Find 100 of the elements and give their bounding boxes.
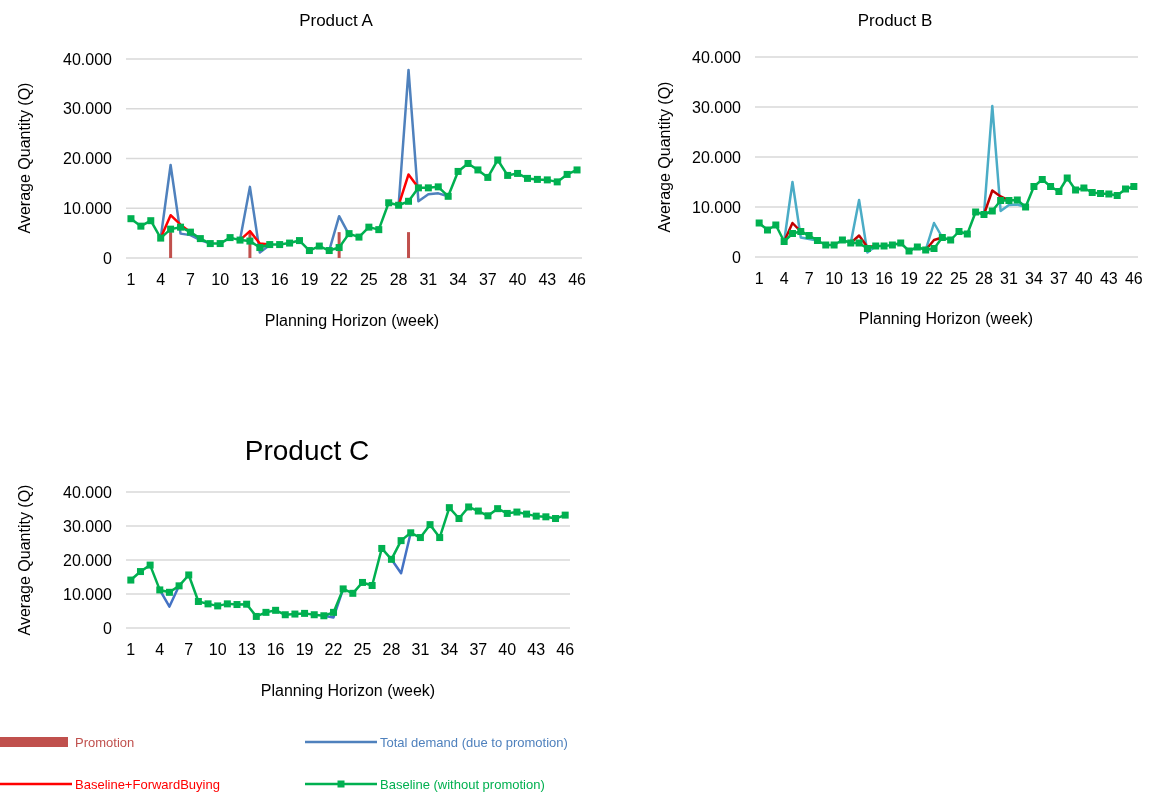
x-tick-label: 34 [440, 641, 459, 658]
point [167, 225, 175, 233]
x-tick-label: 40 [498, 641, 517, 658]
point [780, 238, 788, 245]
x-tick-label: 43 [527, 641, 546, 658]
point [484, 173, 492, 181]
x-tick-label: 13 [241, 271, 259, 288]
point [194, 597, 202, 605]
point [863, 245, 871, 252]
point [1088, 189, 1096, 196]
point [1055, 188, 1063, 195]
y-tick-label: 10.000 [63, 199, 113, 217]
point [405, 197, 413, 205]
x-tick-label: 1 [126, 641, 136, 658]
x-tick-label: 13 [850, 270, 869, 287]
x-tick-label: 25 [353, 641, 372, 658]
point [872, 242, 880, 250]
point [185, 571, 193, 579]
point [310, 611, 318, 619]
point [972, 208, 980, 216]
x-axis-title: Planning Horizon (week) [264, 312, 440, 329]
point [137, 222, 145, 230]
point [233, 601, 241, 609]
x-tick-label: 28 [382, 641, 401, 658]
y-axis-title: Average Quantity (Q) [15, 82, 33, 234]
point [426, 521, 434, 529]
point [523, 174, 531, 182]
point [543, 176, 551, 184]
point [1038, 176, 1046, 183]
point [236, 236, 244, 244]
point [913, 243, 921, 251]
point [175, 582, 183, 590]
point [514, 169, 522, 177]
point [177, 223, 185, 231]
point [905, 247, 913, 255]
point [484, 512, 492, 520]
text: Baseline (without promotion) [380, 776, 545, 792]
text: Promotion [75, 734, 135, 750]
text: Baseline+ForwardBuying [75, 776, 220, 792]
x-tick-label: 10 [211, 271, 230, 288]
point [1005, 197, 1013, 204]
point [503, 509, 511, 517]
x-tick-label: 16 [270, 271, 289, 288]
point [243, 600, 251, 608]
point [930, 245, 938, 252]
point [1080, 184, 1088, 192]
point [291, 610, 299, 618]
point [847, 239, 855, 247]
x-tick-label: 31 [419, 271, 438, 288]
y-axis-title: Average Quantity (Q) [655, 81, 673, 233]
x-tick-label: 25 [359, 271, 378, 288]
point [325, 247, 333, 255]
point [262, 608, 270, 616]
y-tick-label: 20.000 [63, 150, 113, 168]
x-tick-label: 34 [449, 271, 468, 288]
x-tick-label: 7 [184, 641, 194, 658]
point [1047, 183, 1055, 190]
point [246, 237, 254, 245]
point [763, 226, 771, 234]
x-tick-label: 1 [126, 271, 136, 288]
point [963, 230, 971, 238]
x-tick-label: 13 [237, 641, 256, 658]
point [276, 241, 284, 249]
point [186, 228, 194, 236]
point [305, 247, 313, 255]
point [988, 207, 996, 215]
point [1072, 186, 1080, 194]
point [223, 600, 231, 608]
point [513, 508, 521, 516]
point [165, 588, 173, 596]
point [395, 201, 403, 209]
x-axis-title: Planning Horizon (week) [858, 310, 1034, 327]
point [266, 241, 274, 249]
point [755, 219, 763, 227]
point [533, 175, 541, 183]
y-tick-label: 0 [732, 248, 742, 266]
x-tick-label: 10 [208, 641, 227, 658]
x-tick-label: 4 [155, 641, 165, 658]
point [573, 166, 581, 174]
point [256, 244, 264, 252]
point [561, 511, 569, 519]
point [523, 510, 531, 518]
point [504, 171, 512, 179]
x-tick-label: 28 [975, 270, 993, 287]
chart-title: Product C [244, 434, 370, 466]
x-tick-label: 31 [411, 641, 430, 658]
point [474, 507, 482, 515]
point [214, 602, 222, 610]
point [127, 576, 135, 584]
y-tick-label: 40.000 [63, 483, 113, 501]
point [414, 184, 422, 192]
y-tick-label: 0 [103, 249, 113, 267]
point [1022, 203, 1030, 211]
point [822, 241, 830, 249]
x-tick-label: 7 [804, 270, 814, 287]
point [813, 237, 821, 244]
point [335, 244, 343, 252]
point [378, 544, 386, 552]
y-tick-label: 30.000 [63, 100, 113, 118]
x-tick-label: 46 [1124, 270, 1143, 287]
